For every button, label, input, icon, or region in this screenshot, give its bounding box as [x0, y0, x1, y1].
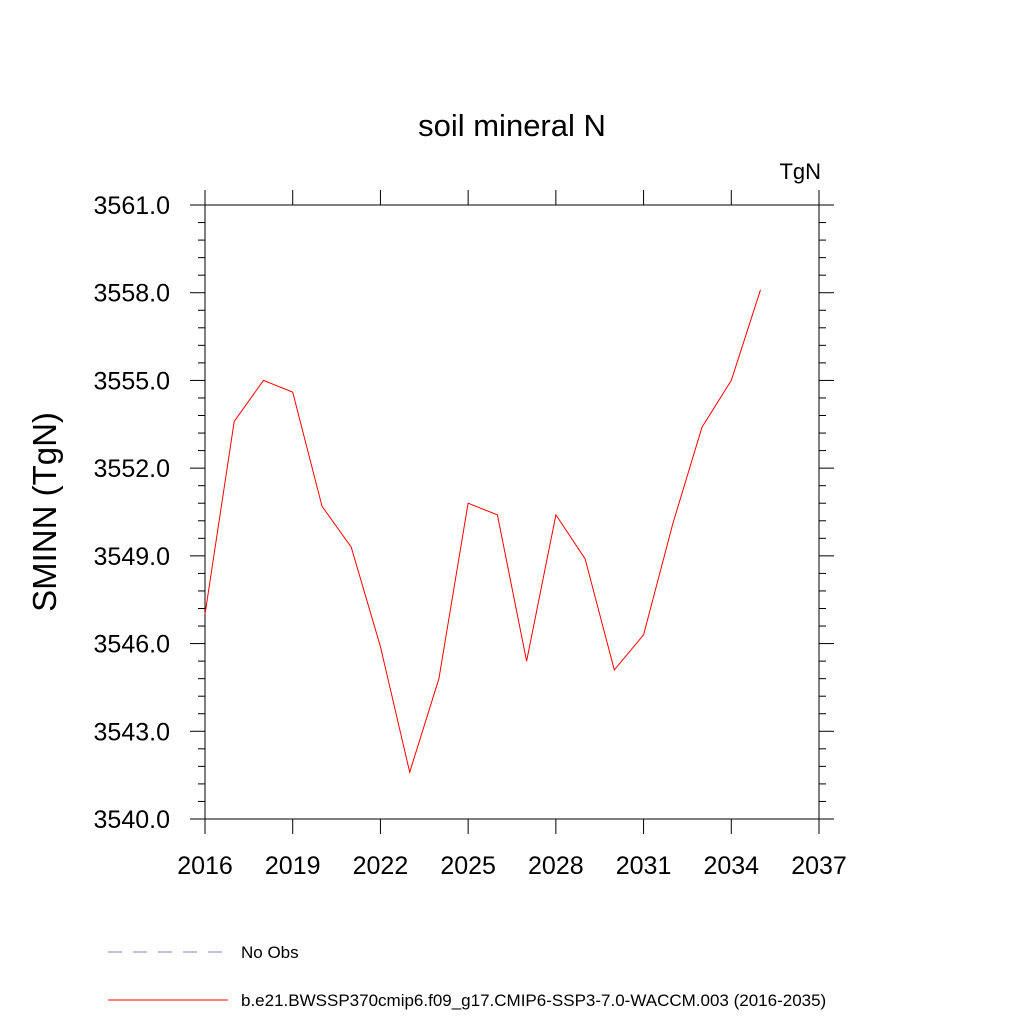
y-tick-label: 3546.0	[94, 631, 170, 659]
y-axis-label: SMINN (TgN)	[26, 412, 63, 612]
units-label: TgN	[779, 159, 821, 184]
x-tick-label: 2031	[616, 852, 672, 880]
x-tick-label: 2019	[265, 852, 321, 880]
x-tick-label: 2016	[177, 852, 233, 880]
chart-title: soil mineral N	[418, 108, 606, 143]
legend-label: b.e21.BWSSP370cmip6.f09_g17.CMIP6-SSP3-7…	[241, 991, 826, 1010]
x-tick-label: 2037	[791, 852, 847, 880]
plot-frame	[204, 204, 820, 820]
y-tick-label: 3549.0	[94, 543, 170, 571]
x-tick-label: 2022	[353, 852, 409, 880]
x-tick-label: 2028	[528, 852, 584, 880]
y-tick-label: 3555.0	[94, 367, 170, 395]
series-line	[204, 289, 761, 775]
legend: No Obs b.e21.BWSSP370cmip6.f09_g17.CMIP6-…	[108, 943, 826, 1010]
y-tick-label: 3543.0	[94, 718, 170, 746]
y-tick-label: 3552.0	[94, 455, 170, 483]
legend-label: No Obs	[241, 943, 299, 962]
series-layer	[204, 289, 761, 775]
y-tick-label: 3540.0	[94, 806, 170, 834]
x-tick-label: 2034	[703, 852, 759, 880]
y-tick-label: 3561.0	[94, 192, 170, 220]
x-tick-label: 2025	[440, 852, 496, 880]
y-axis: 3540.0 3543.0 3546.0 3549.0 3552.0 3555.0 3558…	[94, 192, 834, 834]
x-axis: 2016 2019 2022 2025 2028 2031 2034 2037	[177, 190, 847, 880]
y-tick-label: 3558.0	[94, 280, 170, 308]
